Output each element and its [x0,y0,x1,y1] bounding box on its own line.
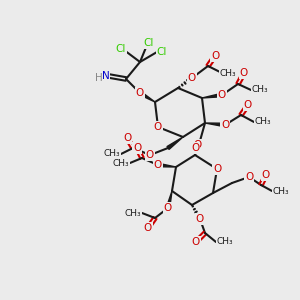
Text: O: O [188,73,196,83]
Text: CH₃: CH₃ [220,68,236,77]
Text: O: O [244,100,252,110]
Text: O: O [133,143,141,153]
Text: O: O [196,214,204,224]
Text: CH₃: CH₃ [217,238,233,247]
Text: O: O [213,164,221,174]
Text: O: O [211,51,219,61]
Text: Cl: Cl [116,44,126,54]
Text: Cl: Cl [144,38,154,48]
Text: Cl: Cl [157,47,167,57]
Polygon shape [202,93,222,98]
Text: O: O [191,143,199,153]
Text: O: O [262,170,270,180]
Text: O: O [144,223,152,233]
Text: O: O [136,88,144,98]
Text: CH₃: CH₃ [104,149,120,158]
Polygon shape [139,92,155,102]
Text: N: N [102,71,110,81]
Text: CH₃: CH₃ [125,208,141,217]
Text: O: O [146,150,154,160]
Text: CH₃: CH₃ [255,118,271,127]
Text: O: O [221,120,229,130]
Polygon shape [166,191,172,208]
Text: CH₃: CH₃ [273,187,289,196]
Text: CH₃: CH₃ [252,85,268,94]
Text: O: O [123,133,131,143]
Text: O: O [218,90,226,100]
Text: O: O [154,160,162,170]
Text: O: O [245,172,253,182]
Text: O: O [194,140,202,150]
Polygon shape [167,137,183,149]
Polygon shape [158,163,176,167]
Text: O: O [192,237,200,247]
Text: O: O [240,68,248,78]
Text: O: O [154,122,162,132]
Text: CH₃: CH₃ [113,158,129,167]
Text: H: H [95,73,103,83]
Polygon shape [205,123,225,127]
Text: O: O [164,203,172,213]
